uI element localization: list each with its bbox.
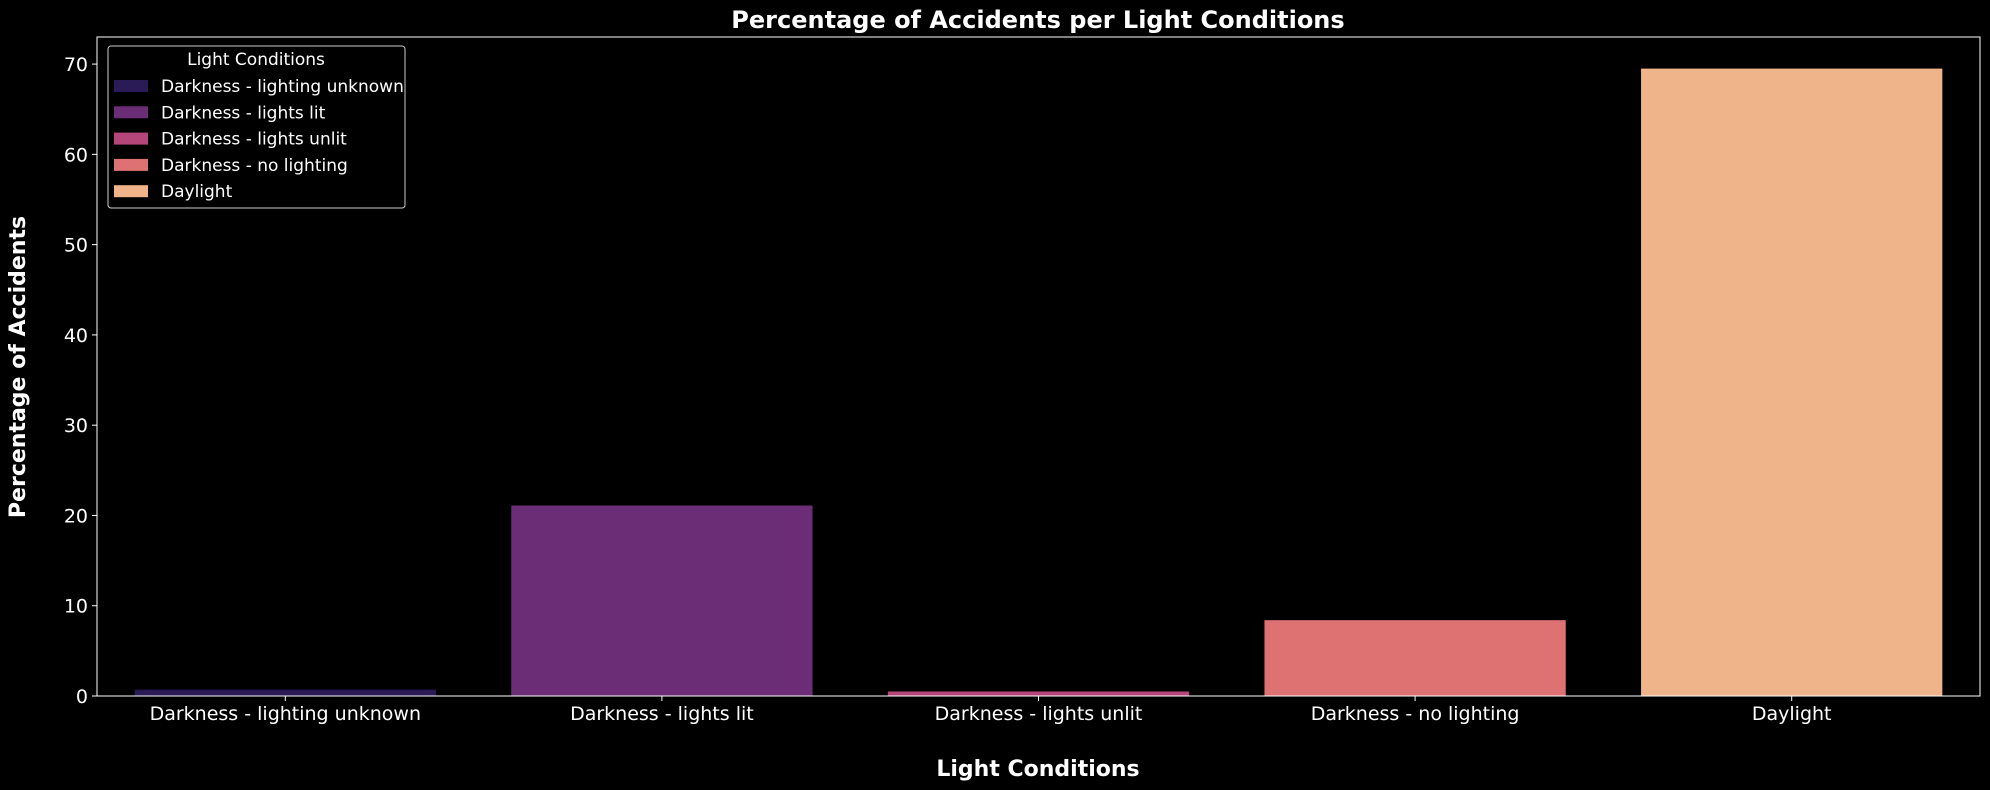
y-tick-label: 10: [64, 596, 88, 618]
x-tick-label: Darkness - lights lit: [570, 703, 754, 725]
legend-swatch-daylight: [114, 185, 148, 198]
y-tick-label: 40: [64, 325, 88, 347]
legend: Light Conditions Darkness - lighting unk…: [107, 45, 406, 209]
y-ticks-group: 0 10 20 30 40 50 60 70: [64, 54, 97, 708]
legend-swatch-darkness-lights-unlit: [114, 132, 148, 145]
x-tick-label: Darkness - no lighting: [1311, 703, 1520, 725]
bar-darkness-lights-unlit: [887, 691, 1190, 696]
x-tick-label: Daylight: [1752, 703, 1832, 725]
y-tick-label: 50: [64, 235, 88, 257]
bar-daylight: [1641, 68, 1943, 697]
x-ticks-group: Darkness - lighting unknown Darkness - li…: [150, 696, 1832, 725]
y-tick-label: 60: [64, 144, 88, 166]
y-tick-label: 20: [64, 505, 88, 527]
legend-label-darkness-lights-lit: Darkness - lights lit: [161, 103, 326, 123]
legend-label-daylight: Daylight: [161, 182, 233, 202]
legend-swatch-darkness-lights-lit: [114, 106, 148, 119]
legend-entries: Darkness - lighting unknown Darkness - li…: [114, 77, 404, 202]
y-axis-label: Percentage of Accidents: [6, 216, 31, 518]
bar-darkness-lighting-unknown: [134, 689, 436, 696]
legend-label-darkness-lights-unlit: Darkness - lights unlit: [161, 130, 347, 150]
bar-darkness-no-lighting: [1264, 620, 1566, 696]
legend-label-darkness-no-lighting: Darkness - no lighting: [161, 156, 348, 176]
bar-darkness-lights-lit: [511, 505, 813, 696]
x-axis-label: Light Conditions: [936, 757, 1139, 782]
x-tick-label: Darkness - lighting unknown: [150, 703, 421, 725]
x-tick-label: Darkness - lights unlit: [935, 703, 1143, 725]
chart-title: Percentage of Accidents per Light Condit…: [731, 6, 1344, 34]
legend-label-darkness-lighting-unknown: Darkness - lighting unknown: [161, 77, 404, 97]
legend-box: [107, 45, 406, 209]
y-tick-label: 70: [64, 54, 88, 76]
y-tick-label: 0: [76, 686, 88, 708]
legend-swatch-darkness-no-lighting: [114, 158, 148, 171]
bars-group: [134, 68, 1943, 697]
legend-title: Light Conditions: [187, 50, 325, 70]
plot-frame: [96, 36, 1981, 697]
y-tick-label: 30: [64, 415, 88, 437]
legend-swatch-darkness-lighting-unknown: [114, 80, 148, 92]
